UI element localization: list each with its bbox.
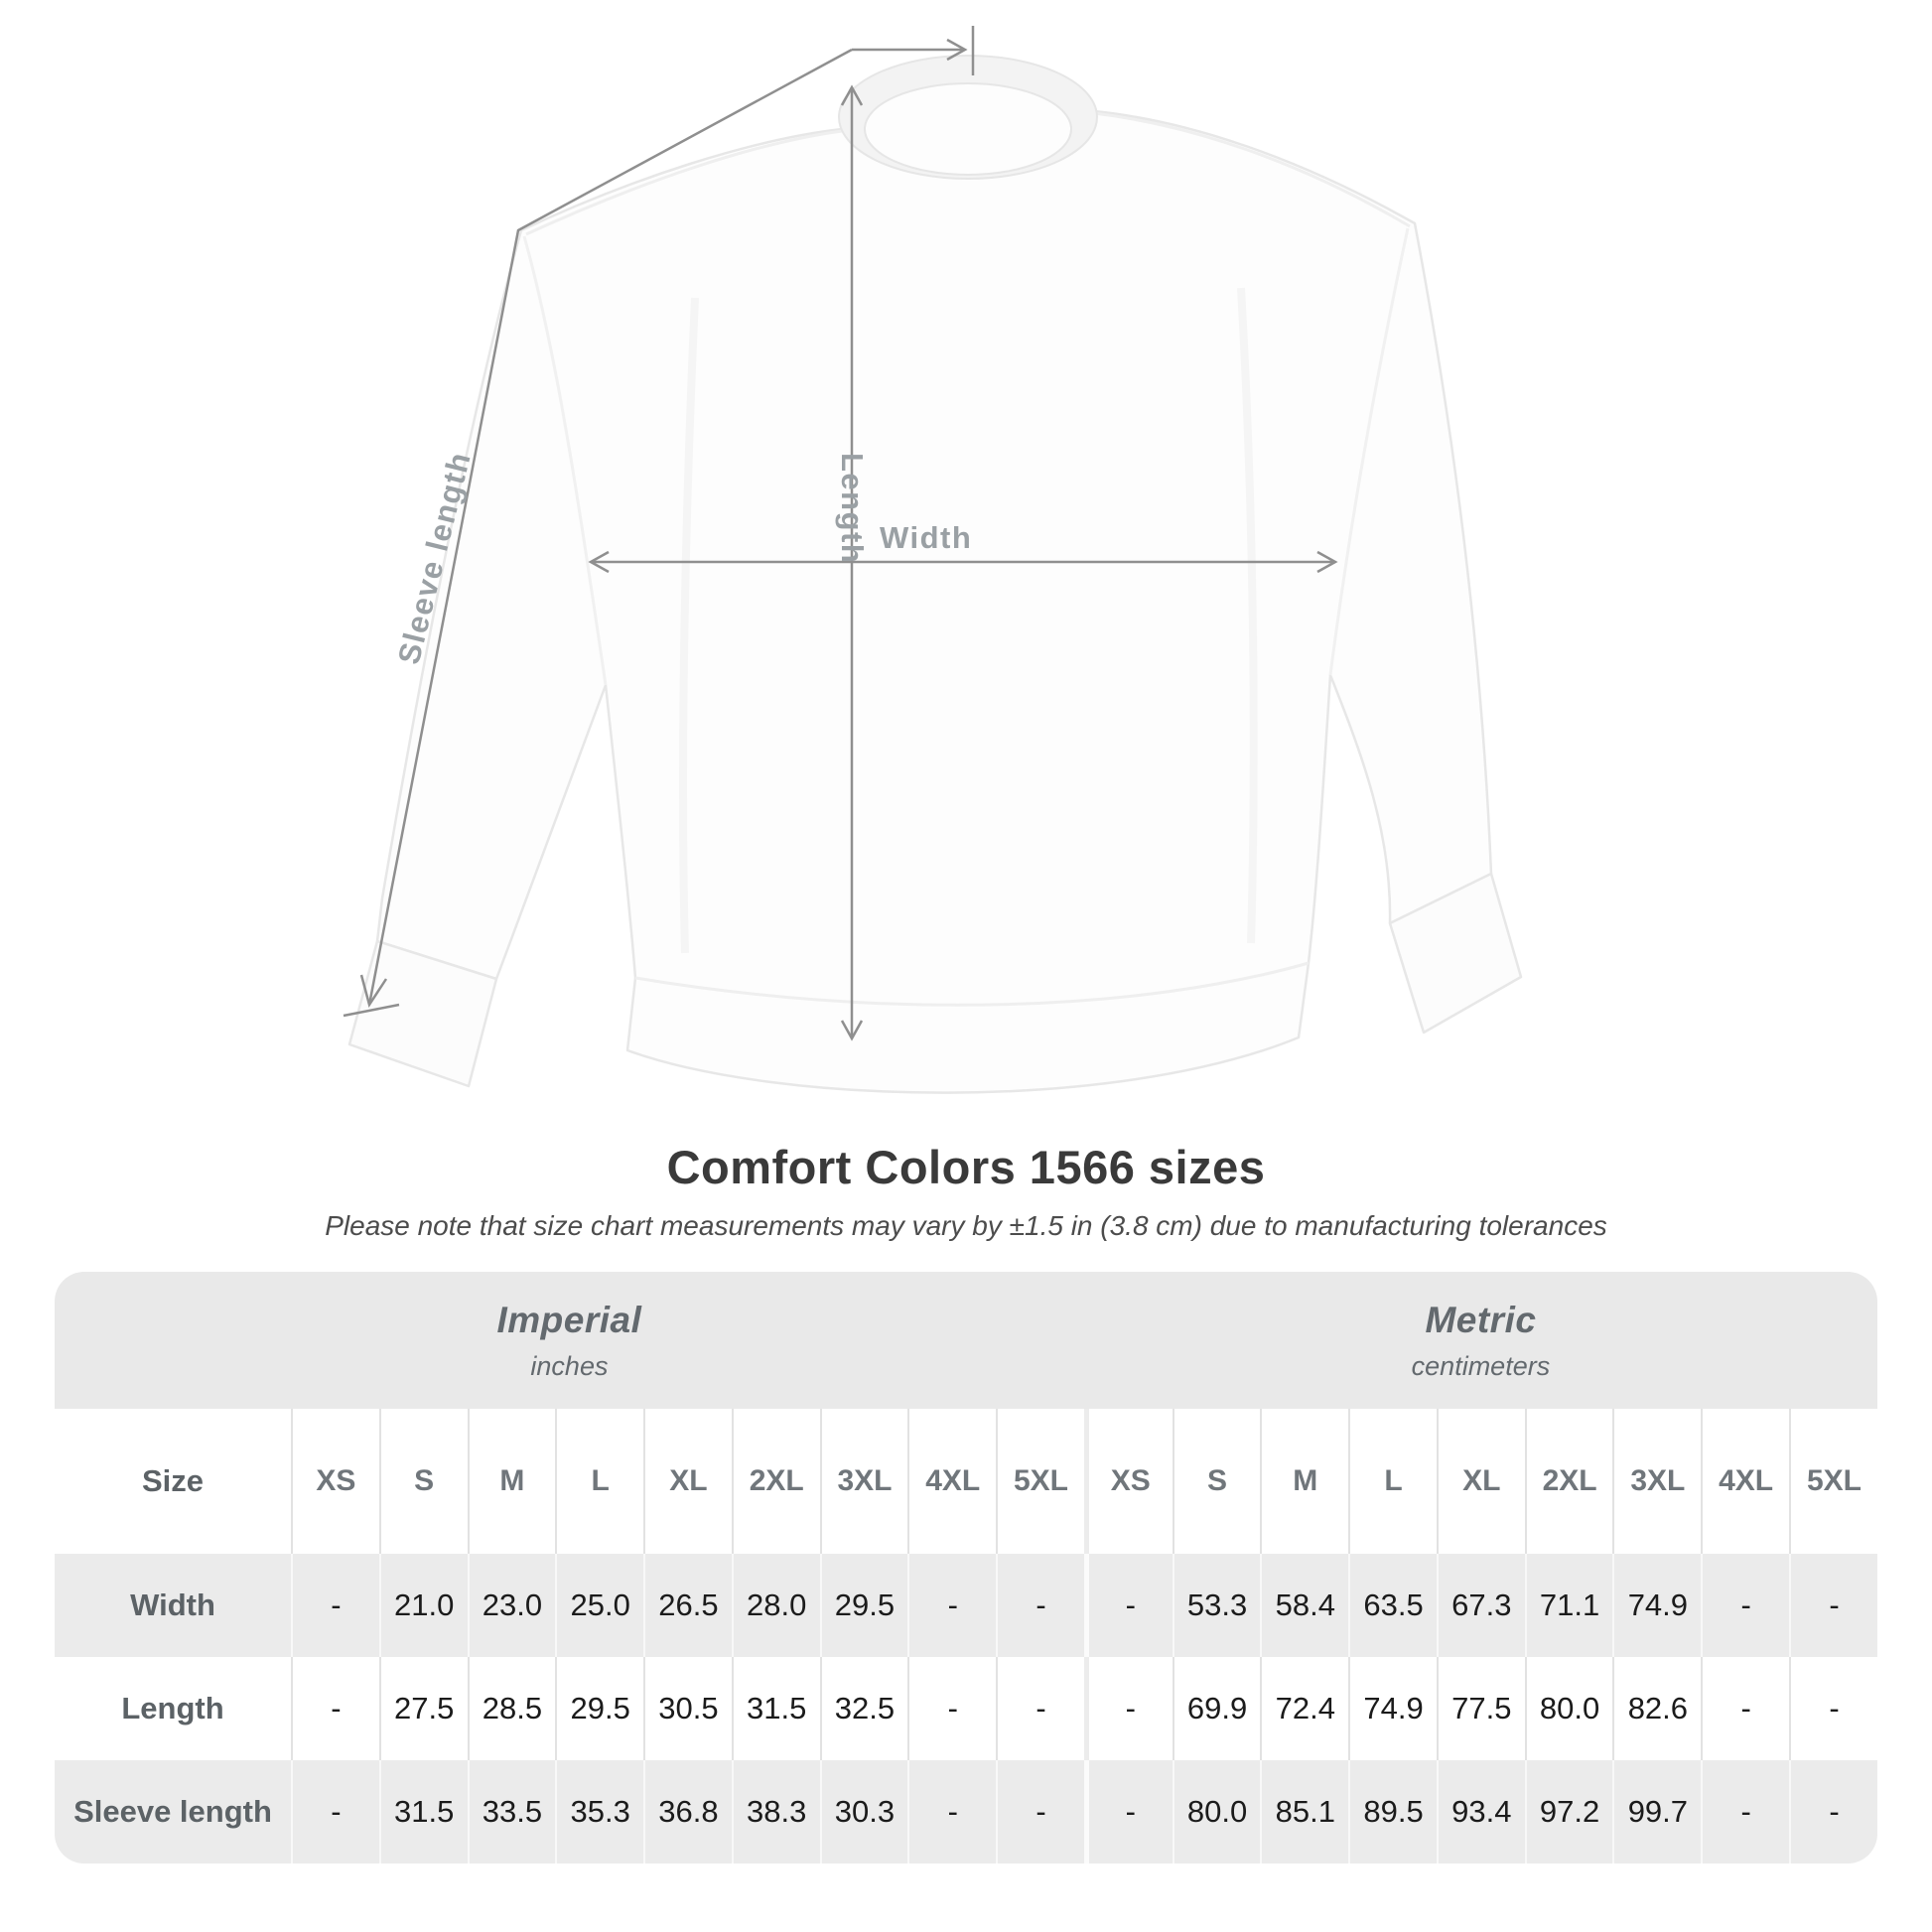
sweatshirt-body (347, 55, 1523, 1094)
size-header: S (1172, 1409, 1261, 1554)
size-cell: - (1701, 1554, 1790, 1657)
size-cell: 27.5 (378, 1657, 468, 1760)
measurement-annotations (343, 26, 1338, 1041)
width-row: Width - 21.0 23.0 25.0 26.5 28.0 29.5 - … (55, 1554, 1877, 1657)
size-header: 2XL (1524, 1409, 1613, 1554)
sleeve-length-arrow (343, 26, 975, 1018)
row-label: Width (55, 1554, 291, 1657)
size-cell: 80.0 (1172, 1760, 1261, 1863)
unit-band-row: Imperial inches Metric centimeters (55, 1272, 1877, 1409)
size-header: 4XL (907, 1409, 997, 1554)
length-label: Length (835, 453, 870, 565)
imperial-group-header: Imperial inches (55, 1272, 1084, 1409)
page-title: Comfort Colors 1566 sizes (666, 1141, 1266, 1193)
size-header: L (555, 1409, 644, 1554)
imperial-sublabel: inches (530, 1350, 609, 1381)
size-cell: - (291, 1554, 379, 1657)
sweatshirt-illustration (343, 26, 1523, 1094)
size-cell: 63.5 (1348, 1554, 1437, 1657)
size-cell: 33.5 (467, 1760, 556, 1863)
size-header: M (1260, 1409, 1349, 1554)
size-cell: - (291, 1657, 379, 1760)
size-cell: - (1789, 1554, 1877, 1657)
size-cell: 29.5 (819, 1554, 908, 1657)
size-cell: 38.3 (731, 1760, 820, 1863)
size-cell: 35.3 (555, 1760, 644, 1863)
size-header: 3XL (819, 1409, 908, 1554)
size-header: 3XL (1612, 1409, 1702, 1554)
size-cell: 26.5 (643, 1554, 732, 1657)
size-cell: 67.3 (1436, 1554, 1525, 1657)
sleeve-length-row: Sleeve length - 31.5 33.5 35.3 36.8 38.3… (55, 1760, 1877, 1863)
size-cell: 32.5 (819, 1657, 908, 1760)
size-cell: - (907, 1554, 997, 1657)
size-cell: 85.1 (1260, 1760, 1349, 1863)
length-row: Length - 27.5 28.5 29.5 30.5 31.5 32.5 -… (55, 1657, 1877, 1760)
size-cell: - (996, 1554, 1084, 1657)
size-header: 5XL (1789, 1409, 1877, 1554)
size-header: 2XL (731, 1409, 820, 1554)
size-header: S (378, 1409, 468, 1554)
size-chart-card: Imperial inches Metric centimeters Size … (55, 1272, 1877, 1863)
metric-label: Metric (1425, 1299, 1537, 1340)
size-cell: 28.5 (467, 1657, 556, 1760)
size-cell: - (996, 1657, 1084, 1760)
tolerance-note: Please note that size chart measurements… (325, 1210, 1607, 1241)
product-measurement-figure: Length Width Sleeve length (343, 26, 1523, 1094)
row-label: Length (55, 1657, 291, 1760)
size-cell: 23.0 (467, 1554, 556, 1657)
size-cell: - (907, 1760, 997, 1863)
size-cell: 97.2 (1524, 1760, 1613, 1863)
size-header: XL (643, 1409, 732, 1554)
size-cell: 80.0 (1524, 1657, 1613, 1760)
size-cell: 74.9 (1348, 1657, 1437, 1760)
size-cell: - (291, 1760, 379, 1863)
size-cell: 74.9 (1612, 1554, 1702, 1657)
size-cell: 71.1 (1524, 1554, 1613, 1657)
row-label: Sleeve length (55, 1760, 291, 1863)
width-arrow (588, 550, 1338, 574)
size-cell: - (1701, 1760, 1790, 1863)
size-cell: 77.5 (1436, 1657, 1525, 1760)
size-cell: 21.0 (378, 1554, 468, 1657)
size-cell: - (1083, 1554, 1173, 1657)
width-label: Width (880, 520, 973, 555)
size-cell: 31.5 (731, 1657, 820, 1760)
size-header: M (467, 1409, 556, 1554)
size-cell: 36.8 (643, 1760, 732, 1863)
size-cell: 25.0 (555, 1554, 644, 1657)
size-cell: 72.4 (1260, 1657, 1349, 1760)
size-cell: 31.5 (378, 1760, 468, 1863)
size-cell: - (1789, 1760, 1877, 1863)
size-column-header: Size (55, 1409, 291, 1554)
size-header: XL (1436, 1409, 1525, 1554)
size-cell: - (1083, 1657, 1173, 1760)
size-cell: - (1701, 1657, 1790, 1760)
size-cell: 58.4 (1260, 1554, 1349, 1657)
size-cell: 89.5 (1348, 1760, 1437, 1863)
size-header-row: Size XS S M L XL 2XL 3XL 4XL 5XL XS S M … (55, 1409, 1877, 1554)
size-cell: 28.0 (731, 1554, 820, 1657)
size-header: XS (291, 1409, 379, 1554)
size-cell: 29.5 (555, 1657, 644, 1760)
size-header: 4XL (1701, 1409, 1790, 1554)
size-cell: 69.9 (1172, 1657, 1261, 1760)
metric-group-header: Metric centimeters (1083, 1272, 1877, 1409)
size-cell: - (1789, 1657, 1877, 1760)
size-cell: - (1083, 1760, 1173, 1863)
size-cell: - (907, 1657, 997, 1760)
size-chart-table: Imperial inches Metric centimeters Size … (55, 1272, 1877, 1863)
size-cell: 82.6 (1612, 1657, 1702, 1760)
size-cell: 30.3 (819, 1760, 908, 1863)
size-cell: 93.4 (1436, 1760, 1525, 1863)
size-header: L (1348, 1409, 1437, 1554)
size-header: 5XL (996, 1409, 1084, 1554)
imperial-label: Imperial (496, 1299, 642, 1340)
size-header: XS (1083, 1409, 1173, 1554)
size-cell: 30.5 (643, 1657, 732, 1760)
size-cell: - (996, 1760, 1084, 1863)
metric-sublabel: centimeters (1411, 1350, 1551, 1381)
size-cell: 53.3 (1172, 1554, 1261, 1657)
size-cell: 99.7 (1612, 1760, 1702, 1863)
